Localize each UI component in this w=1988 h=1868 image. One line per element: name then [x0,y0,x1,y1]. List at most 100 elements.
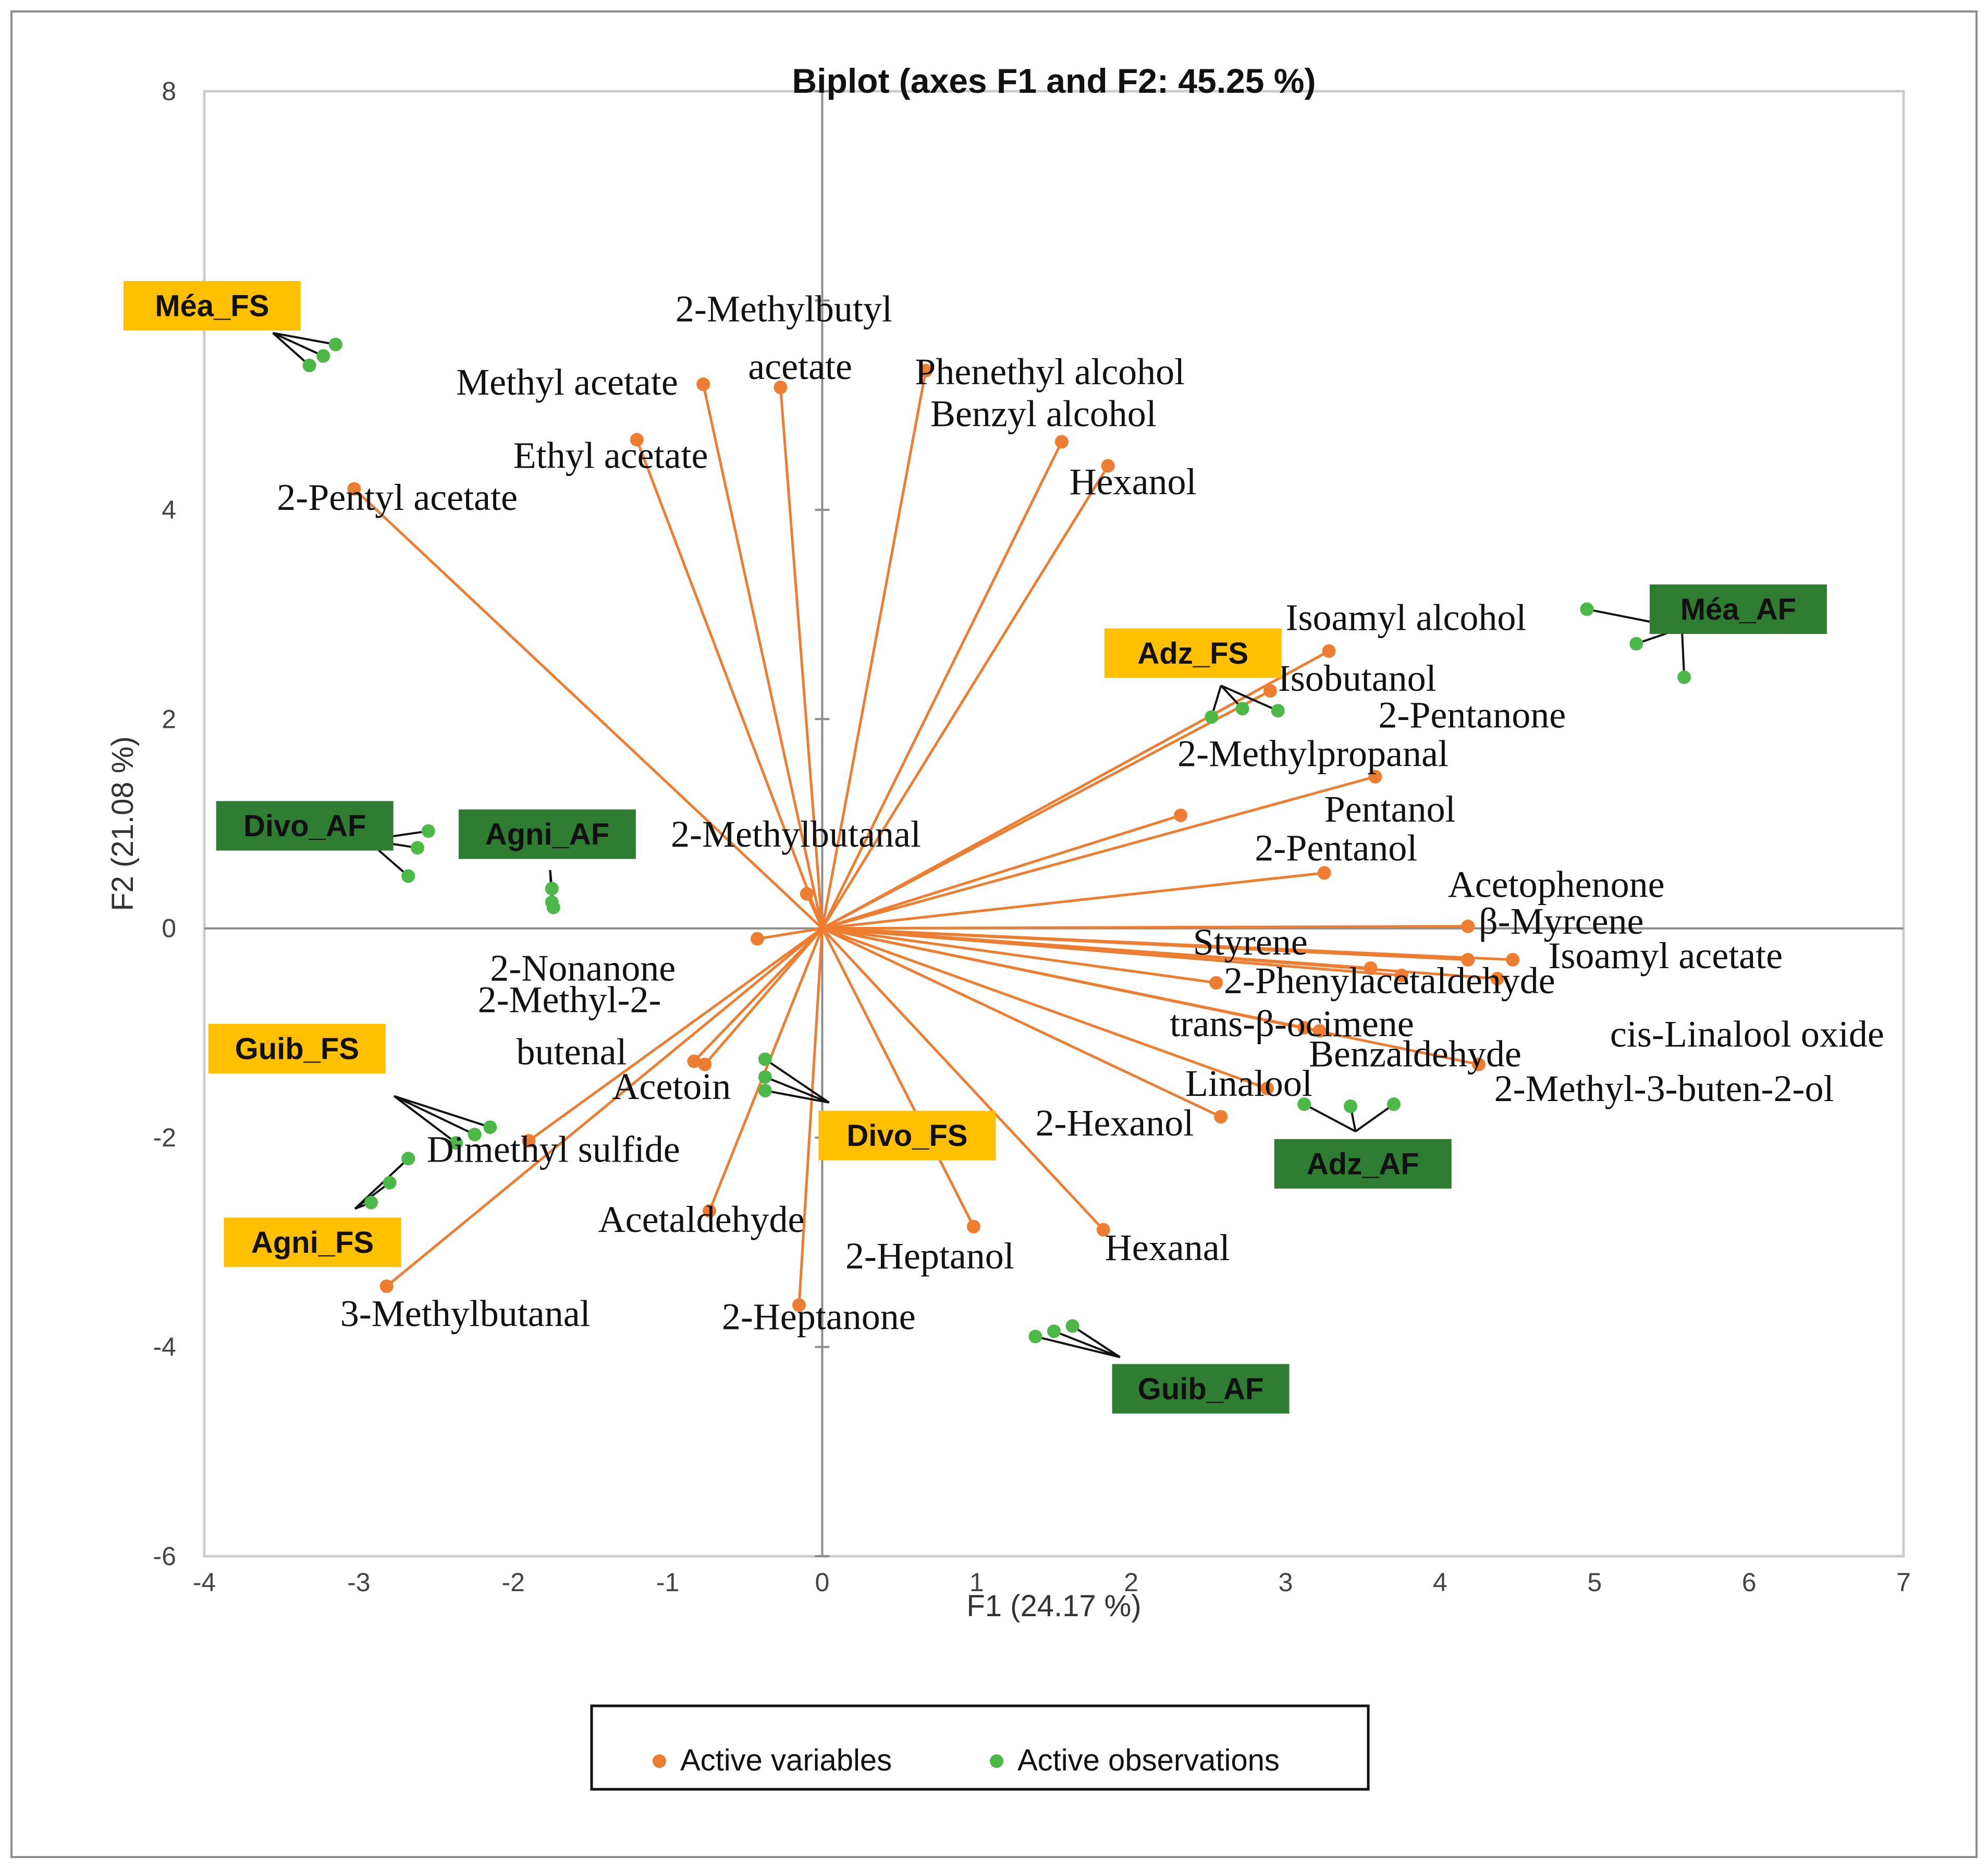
vector-hexanol [821,465,1109,930]
vector-2-methylpropanal [821,814,1181,930]
observation-label-box-m-a-af [1649,584,1827,634]
observation-label-text-m-a-fs: Méa_FS [155,289,269,323]
observation-point-adz-af [1344,1099,1358,1113]
x-tick-label: -3 [347,1568,370,1597]
connector-m-a-fs [273,332,336,346]
y-tick-label: 4 [162,495,176,524]
vector-myrcene [822,927,1513,961]
observation-connectors [272,332,1686,1359]
observation-points [302,337,1691,1344]
variable-point-pentanol [1317,866,1331,880]
observation-label-text-agni-af: Agni_AF [485,817,609,851]
x-tick-label: 7 [1896,1568,1911,1597]
variable-label-acetaldehyde: Acetaldehyde [598,1199,805,1240]
connector-adz-af [1355,1103,1395,1132]
legend-marker-observations [990,1754,1003,1768]
connector-guib-af [1035,1335,1121,1359]
vector-2-heptanol [821,927,975,1227]
observation-point-adz-fs [1235,702,1249,716]
vector-2-pentanol [822,925,1468,930]
observation-label-text-adz-fs: Adz_FS [1137,637,1248,670]
observation-label-box-adz-fs [1104,628,1282,678]
legend: Active variables Active observations [590,1704,1370,1791]
variable-point-hexanal [1096,1223,1110,1237]
x-axis-label: F1 (24.17 %) [966,1589,1141,1623]
variable-label-methyl-acetate: Methyl acetate [456,361,678,403]
variable-labels: 2-Methylbutyl acetate Methyl acetate Ethyl … [277,288,1884,1338]
y-tick-label: -2 [153,1123,176,1152]
variable-label-2-methylbutanal: 2-Methylbutanal [671,813,921,855]
y-axis-label: F2 (21.08 %) [106,736,140,911]
variable-label-2-methyl-3-buten-2-ol: 2-Methyl-3-buten-2-ol [1494,1068,1834,1109]
vector-2-nonanone [757,927,823,941]
observation-point-divo-fs [758,1083,772,1097]
connector-adz-fs [1220,685,1279,712]
connector-divo-fs [765,1089,829,1104]
observation-point-divo-fs [758,1070,772,1084]
observation-point-m-a-fs [302,358,316,372]
observation-point-m-a-af [1629,637,1643,651]
variable-point-isoamyl-alcohol [1322,644,1336,658]
connector-divo-fs [764,1058,830,1104]
observation-label-box-guib-fs [208,1024,386,1074]
observation-label-box-divo-fs [818,1110,996,1161]
connector-m-a-fs [272,332,324,357]
y-tick-label: -4 [153,1333,176,1362]
variable-point-2-methylbutanal [800,887,814,901]
observation-label-box-divo-af [216,801,394,851]
variable-label-3-methylbutanal: 3-Methylbutanal [340,1292,591,1334]
x-tick-label: 2 [1124,1568,1138,1597]
observation-point-agni-fs [364,1195,378,1210]
observation-point-guib-af [1047,1324,1061,1338]
vector-ethyl-acetate [635,439,824,929]
vector-hexanal [821,927,1105,1231]
observation-point-guib-af [1065,1319,1079,1333]
variable-point-linalool [1260,1081,1274,1095]
variable-point-2-heptanol [966,1219,980,1234]
variable-point-phenethyl-alcohol [919,363,933,377]
observation-point-adz-af [1297,1097,1311,1111]
variable-label-isobutanol: Isobutanol [1278,657,1437,699]
variable-label-2-pentyl-acetate: 2-Pentyl acetate [277,477,518,518]
observation-label-agni-af: Agni_AF [458,809,636,859]
variable-point-methyl-acetate [696,377,710,391]
observation-point-guib-fs [449,1136,463,1150]
connector-m-a-af [1680,628,1686,678]
observation-point-agni-fs [383,1176,397,1190]
variable-label-acetophenone: Acetophenone [1448,864,1665,906]
variable-point-styrene [1394,969,1408,983]
variable-point-2-pentanol [1461,919,1475,933]
legend-marker-variables [653,1754,666,1768]
observation-label-adz-fs: Adz_FS [1104,628,1282,678]
variable-label-2-methyl-2: 2-Methyl-2- [478,979,661,1020]
observation-point-divo-af [401,869,415,883]
y-tick-label: 8 [162,77,176,106]
vector-3-methylbutanal [386,927,824,1288]
connector-guib-fs [394,1095,475,1136]
variable-label-2-pentanone: 2-Pentanone [1378,694,1566,736]
x-tick-label: 4 [1433,1568,1447,1597]
variable-label-dimethyl-sulfide: Dimethyl sulfide [427,1128,680,1170]
observation-label-guib-fs: Guib_FS [208,1024,386,1074]
observation-label-text-guib-af: Guib_AF [1138,1372,1264,1406]
legend-box [590,1704,1370,1791]
observation-label-m-a-fs: Méa_FS [123,280,301,331]
vector-dimethyl-sulfide [527,927,823,1142]
vector-acetoin [704,927,824,1066]
connector-adz-af [1304,1103,1356,1132]
observation-label-text-m-a-af: Méa_AF [1680,593,1796,627]
variable-label-2-methylpropanal: 2-Methylpropanal [1177,733,1449,775]
observation-point-m-a-af [1677,670,1691,684]
observation-label-divo-af: Divo_AF [216,801,394,851]
x-tick-label: -1 [656,1568,679,1597]
connector-guib-af [1053,1330,1121,1359]
variable-label-cis-linalool-oxide: cis-Linalool oxide [1610,1014,1884,1055]
variable-point-2-methyl-2-butenal [687,1054,701,1068]
variable-point-3-methylbutanal [379,1279,394,1293]
variable-vectors [347,363,1520,1312]
variable-label-acetoin: Acetoin [612,1066,731,1107]
observation-label-guib-af: Guib_AF [1112,1364,1290,1414]
variable-point-isoamyl-acetate [1490,972,1504,986]
observation-label-box-agni-fs [224,1217,401,1267]
